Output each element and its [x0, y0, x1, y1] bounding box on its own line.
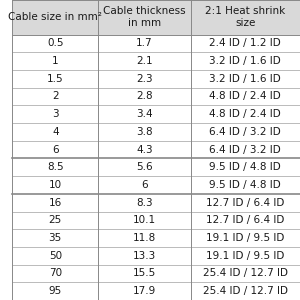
Text: 4.8 ID / 2.4 ID: 4.8 ID / 2.4 ID	[209, 109, 281, 119]
Text: 2.4 ID / 1.2 ID: 2.4 ID / 1.2 ID	[209, 38, 281, 48]
Text: Cable size in mm²: Cable size in mm²	[8, 12, 102, 22]
Text: 25: 25	[49, 215, 62, 225]
Text: 17.9: 17.9	[133, 286, 156, 296]
Text: 95: 95	[49, 286, 62, 296]
Text: 50: 50	[49, 251, 62, 261]
Text: 4: 4	[52, 127, 59, 137]
Text: 3: 3	[52, 109, 59, 119]
Text: 2.3: 2.3	[136, 74, 153, 84]
Text: 8.5: 8.5	[47, 162, 64, 172]
Text: 10: 10	[49, 180, 62, 190]
Text: 8.3: 8.3	[136, 198, 153, 208]
Text: 10.1: 10.1	[133, 215, 156, 225]
Text: 4.3: 4.3	[136, 145, 153, 154]
Text: 6: 6	[52, 145, 59, 154]
Bar	[190, 0, 300, 34]
Text: 4.8 ID / 2.4 ID: 4.8 ID / 2.4 ID	[209, 92, 281, 101]
Text: 25.4 ID / 12.7 ID: 25.4 ID / 12.7 ID	[203, 268, 288, 278]
Text: 6: 6	[141, 180, 148, 190]
Text: 19.1 ID / 9.5 ID: 19.1 ID / 9.5 ID	[206, 233, 284, 243]
Text: 70: 70	[49, 268, 62, 278]
Text: 2:1 Heat shrink
size: 2:1 Heat shrink size	[205, 6, 285, 28]
Text: 2: 2	[52, 92, 59, 101]
Text: 9.5 ID / 4.8 ID: 9.5 ID / 4.8 ID	[209, 162, 281, 172]
Text: 5.6: 5.6	[136, 162, 153, 172]
Text: Cable thickness
in mm: Cable thickness in mm	[103, 6, 186, 28]
Text: 35: 35	[49, 233, 62, 243]
Text: 6.4 ID / 3.2 ID: 6.4 ID / 3.2 ID	[209, 145, 281, 154]
Text: 2.1: 2.1	[136, 56, 153, 66]
Text: 25.4 ID / 12.7 ID: 25.4 ID / 12.7 ID	[203, 286, 288, 296]
Text: 3.2 ID / 1.6 ID: 3.2 ID / 1.6 ID	[209, 74, 281, 84]
Text: 1.7: 1.7	[136, 38, 153, 48]
Bar	[12, 0, 98, 34]
Text: 3.8: 3.8	[136, 127, 153, 137]
Text: 2.8: 2.8	[136, 92, 153, 101]
Text: 9.5 ID / 4.8 ID: 9.5 ID / 4.8 ID	[209, 180, 281, 190]
Text: 3.4: 3.4	[136, 109, 153, 119]
Text: 12.7 ID / 6.4 ID: 12.7 ID / 6.4 ID	[206, 215, 284, 225]
Text: 15.5: 15.5	[133, 268, 156, 278]
Text: 1: 1	[52, 56, 59, 66]
Text: 13.3: 13.3	[133, 251, 156, 261]
Bar	[98, 0, 190, 34]
Text: 16: 16	[49, 198, 62, 208]
Text: 19.1 ID / 9.5 ID: 19.1 ID / 9.5 ID	[206, 251, 284, 261]
Text: 1.5: 1.5	[47, 74, 64, 84]
Text: 3.2 ID / 1.6 ID: 3.2 ID / 1.6 ID	[209, 56, 281, 66]
Text: 12.7 ID / 6.4 ID: 12.7 ID / 6.4 ID	[206, 198, 284, 208]
Text: 0.5: 0.5	[47, 38, 64, 48]
Text: 11.8: 11.8	[133, 233, 156, 243]
Text: 6.4 ID / 3.2 ID: 6.4 ID / 3.2 ID	[209, 127, 281, 137]
